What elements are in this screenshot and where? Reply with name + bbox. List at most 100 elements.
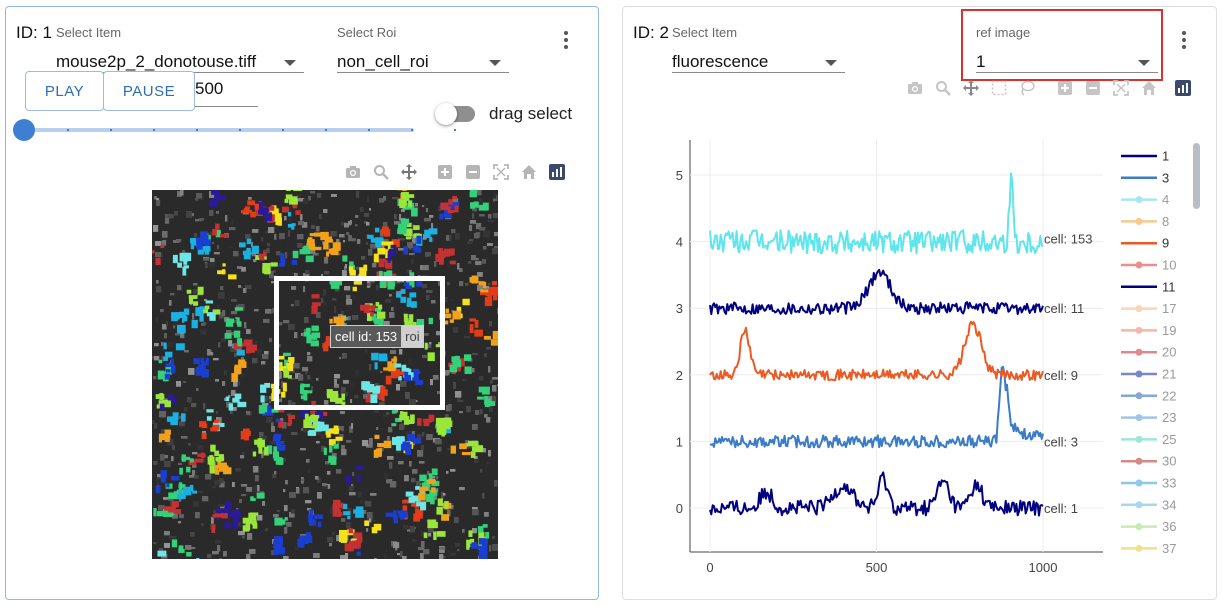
roi-blob [317,521,322,528]
image-noise [269,338,272,343]
select-item-dropdown[interactable]: Select Item mouse2p_2_donotouse.tiff [56,25,304,73]
legend-label: 30 [1162,454,1176,469]
lasso-select-icon[interactable] [1016,79,1038,97]
image-noise [472,368,475,373]
roi-blob [370,305,375,311]
image-noise [199,218,205,221]
legend-item-19[interactable]: 19 [1121,323,1176,338]
legend-item-10[interactable]: 10 [1121,258,1176,273]
roi-blob [306,239,315,243]
image-noise [261,436,267,440]
legend-item-20[interactable]: 20 [1121,345,1176,360]
legend-item-33[interactable]: 33 [1121,476,1176,491]
frame-slider-thumb[interactable] [13,119,35,141]
frame-slider-track[interactable] [24,128,414,132]
roi-blob [286,183,291,191]
play-button[interactable]: PLAY [25,71,104,111]
zoom-in-icon[interactable] [434,163,456,181]
camera-icon[interactable] [342,163,364,181]
roi-blob [171,539,178,548]
roi-blob [206,409,214,413]
image-noise [156,200,161,206]
image-noise [228,395,231,398]
legend-item-8[interactable]: 8 [1121,214,1169,229]
home-icon[interactable] [518,163,540,181]
plotly-logo-icon[interactable] [546,163,568,181]
zoom-out-icon[interactable] [462,163,484,181]
slider-tick [239,129,241,131]
more-options-icon[interactable] [1177,29,1191,53]
home-icon[interactable] [1138,79,1160,97]
pause-button[interactable]: PAUSE [103,71,195,111]
zoom-in-icon[interactable] [1054,79,1076,97]
legend-item-36[interactable]: 36 [1121,519,1176,534]
image-noise [212,551,219,555]
image-noise [324,400,329,405]
legend-item-30[interactable]: 30 [1121,454,1176,469]
image-noise [394,221,400,225]
image-noise [218,504,224,507]
image-noise [348,235,352,242]
roi-blob [303,332,311,337]
image-noise [291,509,295,514]
ref-image-dropdown[interactable]: ref image 1 [976,25,1158,73]
roi-blob [277,217,282,226]
roi-blob [292,250,299,259]
legend-item-11[interactable]: 11 [1121,279,1176,294]
image-noise [283,320,290,324]
zoom-out-icon[interactable] [1082,79,1104,97]
legend-scrollbar[interactable] [1193,143,1200,209]
roi-blob [336,512,343,517]
legend-item-4[interactable]: 4 [1121,192,1169,207]
roi-image[interactable]: cell id: 153 roi [146,183,503,574]
legend-item-3[interactable]: 3 [1121,170,1169,185]
image-noise [176,239,182,243]
roi-blob [284,359,289,369]
legend-item-37[interactable]: 37 [1121,541,1176,556]
roi-blob [236,338,243,343]
drag-select-toggle[interactable] [435,103,475,125]
image-noise [265,231,269,234]
roi-blob [399,438,406,446]
legend-label: 17 [1162,301,1176,316]
autoscale-icon[interactable] [490,163,512,181]
pan-icon[interactable] [960,79,982,97]
legend-item-9[interactable]: 9 [1121,236,1169,251]
pan-icon[interactable] [398,163,420,181]
image-noise [384,384,391,389]
image-noise [274,234,277,240]
plotly-logo-icon[interactable] [1172,79,1194,97]
image-noise [296,194,301,201]
legend-marker [1135,501,1143,509]
frame-input[interactable]: 500 [195,79,258,107]
roi-blob [274,433,282,440]
legend-item-17[interactable]: 17 [1121,301,1176,316]
zoom-icon[interactable] [370,163,392,181]
legend-item-22[interactable]: 22 [1121,388,1176,403]
image-noise [394,214,397,220]
select-item-dropdown[interactable]: Select Item fluorescence [672,25,845,73]
image-noise [289,512,295,518]
zoom-icon[interactable] [932,79,954,97]
image-noise [448,404,452,411]
legend-item-23[interactable]: 23 [1121,410,1176,425]
legend-item-1[interactable]: 1 [1121,149,1169,164]
legend-item-21[interactable]: 21 [1121,367,1176,382]
roi-blob [269,205,275,211]
box-select-icon[interactable] [988,79,1010,97]
roi-blob [258,207,263,215]
image-noise [329,543,333,547]
legend-item-34[interactable]: 34 [1121,497,1176,512]
roi-blob [163,356,169,361]
image-noise [298,374,304,381]
image-noise [382,239,389,244]
image-noise [433,375,439,380]
legend-item-25[interactable]: 25 [1121,432,1176,447]
select-roi-dropdown[interactable]: Select Roi non_cell_roi [337,25,509,73]
autoscale-icon[interactable] [1110,79,1132,97]
more-options-icon[interactable] [559,29,573,53]
roi-blob [166,483,170,488]
roi-blob [428,418,434,423]
camera-icon[interactable] [904,79,926,97]
